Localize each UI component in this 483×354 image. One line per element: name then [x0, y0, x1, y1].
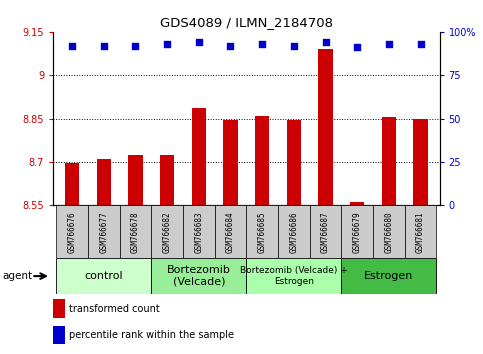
Bar [160, 155, 174, 205]
Text: GSM766684: GSM766684 [226, 211, 235, 253]
Text: GSM766677: GSM766677 [99, 211, 108, 253]
Bar [53, 326, 65, 344]
Point [68, 43, 76, 48]
FancyBboxPatch shape [57, 258, 151, 294]
Text: transformed count: transformed count [69, 304, 159, 314]
FancyBboxPatch shape [151, 258, 246, 294]
Text: GSM766680: GSM766680 [384, 211, 393, 253]
Text: control: control [85, 271, 123, 281]
Bar [223, 120, 238, 205]
Text: GSM766676: GSM766676 [68, 211, 77, 253]
Title: GDS4089 / ILMN_2184708: GDS4089 / ILMN_2184708 [160, 16, 333, 29]
FancyBboxPatch shape [214, 205, 246, 258]
Bar [382, 117, 396, 205]
Point [354, 45, 361, 50]
Bar [318, 49, 333, 205]
Bar [413, 119, 427, 205]
Bar [65, 164, 79, 205]
Text: percentile rank within the sample: percentile rank within the sample [69, 330, 234, 340]
Bar [128, 155, 142, 205]
Point [131, 43, 139, 48]
FancyBboxPatch shape [341, 205, 373, 258]
Text: GSM766685: GSM766685 [257, 211, 267, 253]
Text: agent: agent [2, 271, 32, 281]
FancyBboxPatch shape [120, 205, 151, 258]
Bar [53, 299, 65, 318]
FancyBboxPatch shape [278, 205, 310, 258]
FancyBboxPatch shape [88, 205, 120, 258]
Text: GSM766682: GSM766682 [163, 211, 171, 253]
Bar [192, 108, 206, 205]
Bar [97, 159, 111, 205]
Text: GSM766687: GSM766687 [321, 211, 330, 253]
FancyBboxPatch shape [373, 205, 405, 258]
Bar [287, 120, 301, 205]
Text: GSM766681: GSM766681 [416, 211, 425, 253]
Text: Bortezomib
(Velcade): Bortezomib (Velcade) [167, 265, 231, 287]
FancyBboxPatch shape [151, 205, 183, 258]
Bar [255, 116, 270, 205]
FancyBboxPatch shape [310, 205, 341, 258]
Bar [350, 202, 364, 205]
Point [290, 43, 298, 48]
FancyBboxPatch shape [183, 205, 214, 258]
Point [163, 41, 171, 47]
Text: GSM766686: GSM766686 [289, 211, 298, 253]
Text: Bortezomib (Velcade) +
Estrogen: Bortezomib (Velcade) + Estrogen [240, 267, 348, 286]
Point [100, 43, 108, 48]
FancyBboxPatch shape [246, 258, 341, 294]
FancyBboxPatch shape [246, 205, 278, 258]
Point [227, 43, 234, 48]
Point [385, 41, 393, 47]
Text: GSM766678: GSM766678 [131, 211, 140, 253]
Text: GSM766679: GSM766679 [353, 211, 362, 253]
Point [417, 41, 425, 47]
Point [322, 39, 329, 45]
FancyBboxPatch shape [341, 258, 436, 294]
FancyBboxPatch shape [57, 205, 88, 258]
Point [258, 41, 266, 47]
FancyBboxPatch shape [405, 205, 436, 258]
Text: Estrogen: Estrogen [364, 271, 413, 281]
Text: GSM766683: GSM766683 [194, 211, 203, 253]
Point [195, 39, 203, 45]
